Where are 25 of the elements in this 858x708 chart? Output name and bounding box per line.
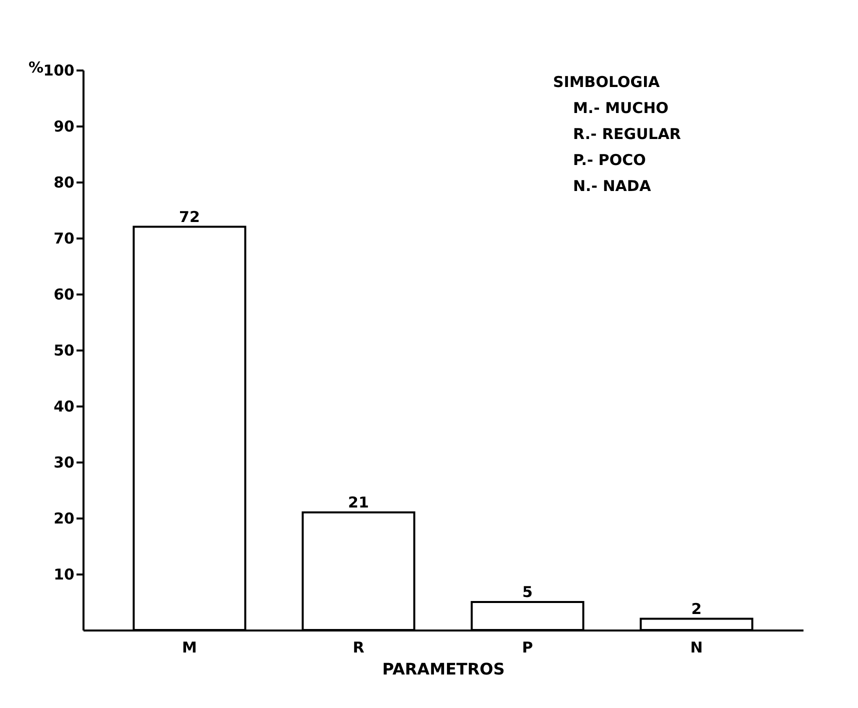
x-tick-label: R: [352, 638, 365, 656]
y-tick-label: 100: [43, 62, 74, 80]
annotation: M.- MUCHO: [573, 99, 668, 117]
annotation: P.- POCO: [573, 151, 646, 169]
y-tick-label: 80: [54, 174, 74, 192]
annotation: R.- REGULAR: [573, 125, 682, 143]
data-label: 72: [179, 208, 200, 226]
y-axis-title: %: [28, 58, 44, 76]
annotation: SIMBOLOGIA: [553, 73, 660, 91]
data-label: 2: [691, 600, 702, 618]
y-tick-label: 10: [54, 566, 74, 584]
x-axis-title: PARAMETROS: [382, 660, 505, 678]
annotation: N.- NADA: [573, 177, 652, 195]
y-tick-label: 20: [54, 510, 74, 528]
x-tick-label: M: [182, 638, 197, 656]
y-tick-label: 50: [54, 342, 74, 360]
x-tick-label: N: [690, 638, 703, 656]
data-label: 21: [348, 493, 369, 512]
y-tick-label: 90: [54, 118, 74, 136]
y-tick-label: 30: [54, 454, 74, 472]
x-tick-label: P: [522, 638, 534, 656]
y-tick-label: 60: [54, 286, 74, 304]
y-tick-label: 40: [54, 398, 74, 416]
y-tick-label: 70: [54, 230, 74, 248]
data-label: 5: [522, 583, 533, 601]
